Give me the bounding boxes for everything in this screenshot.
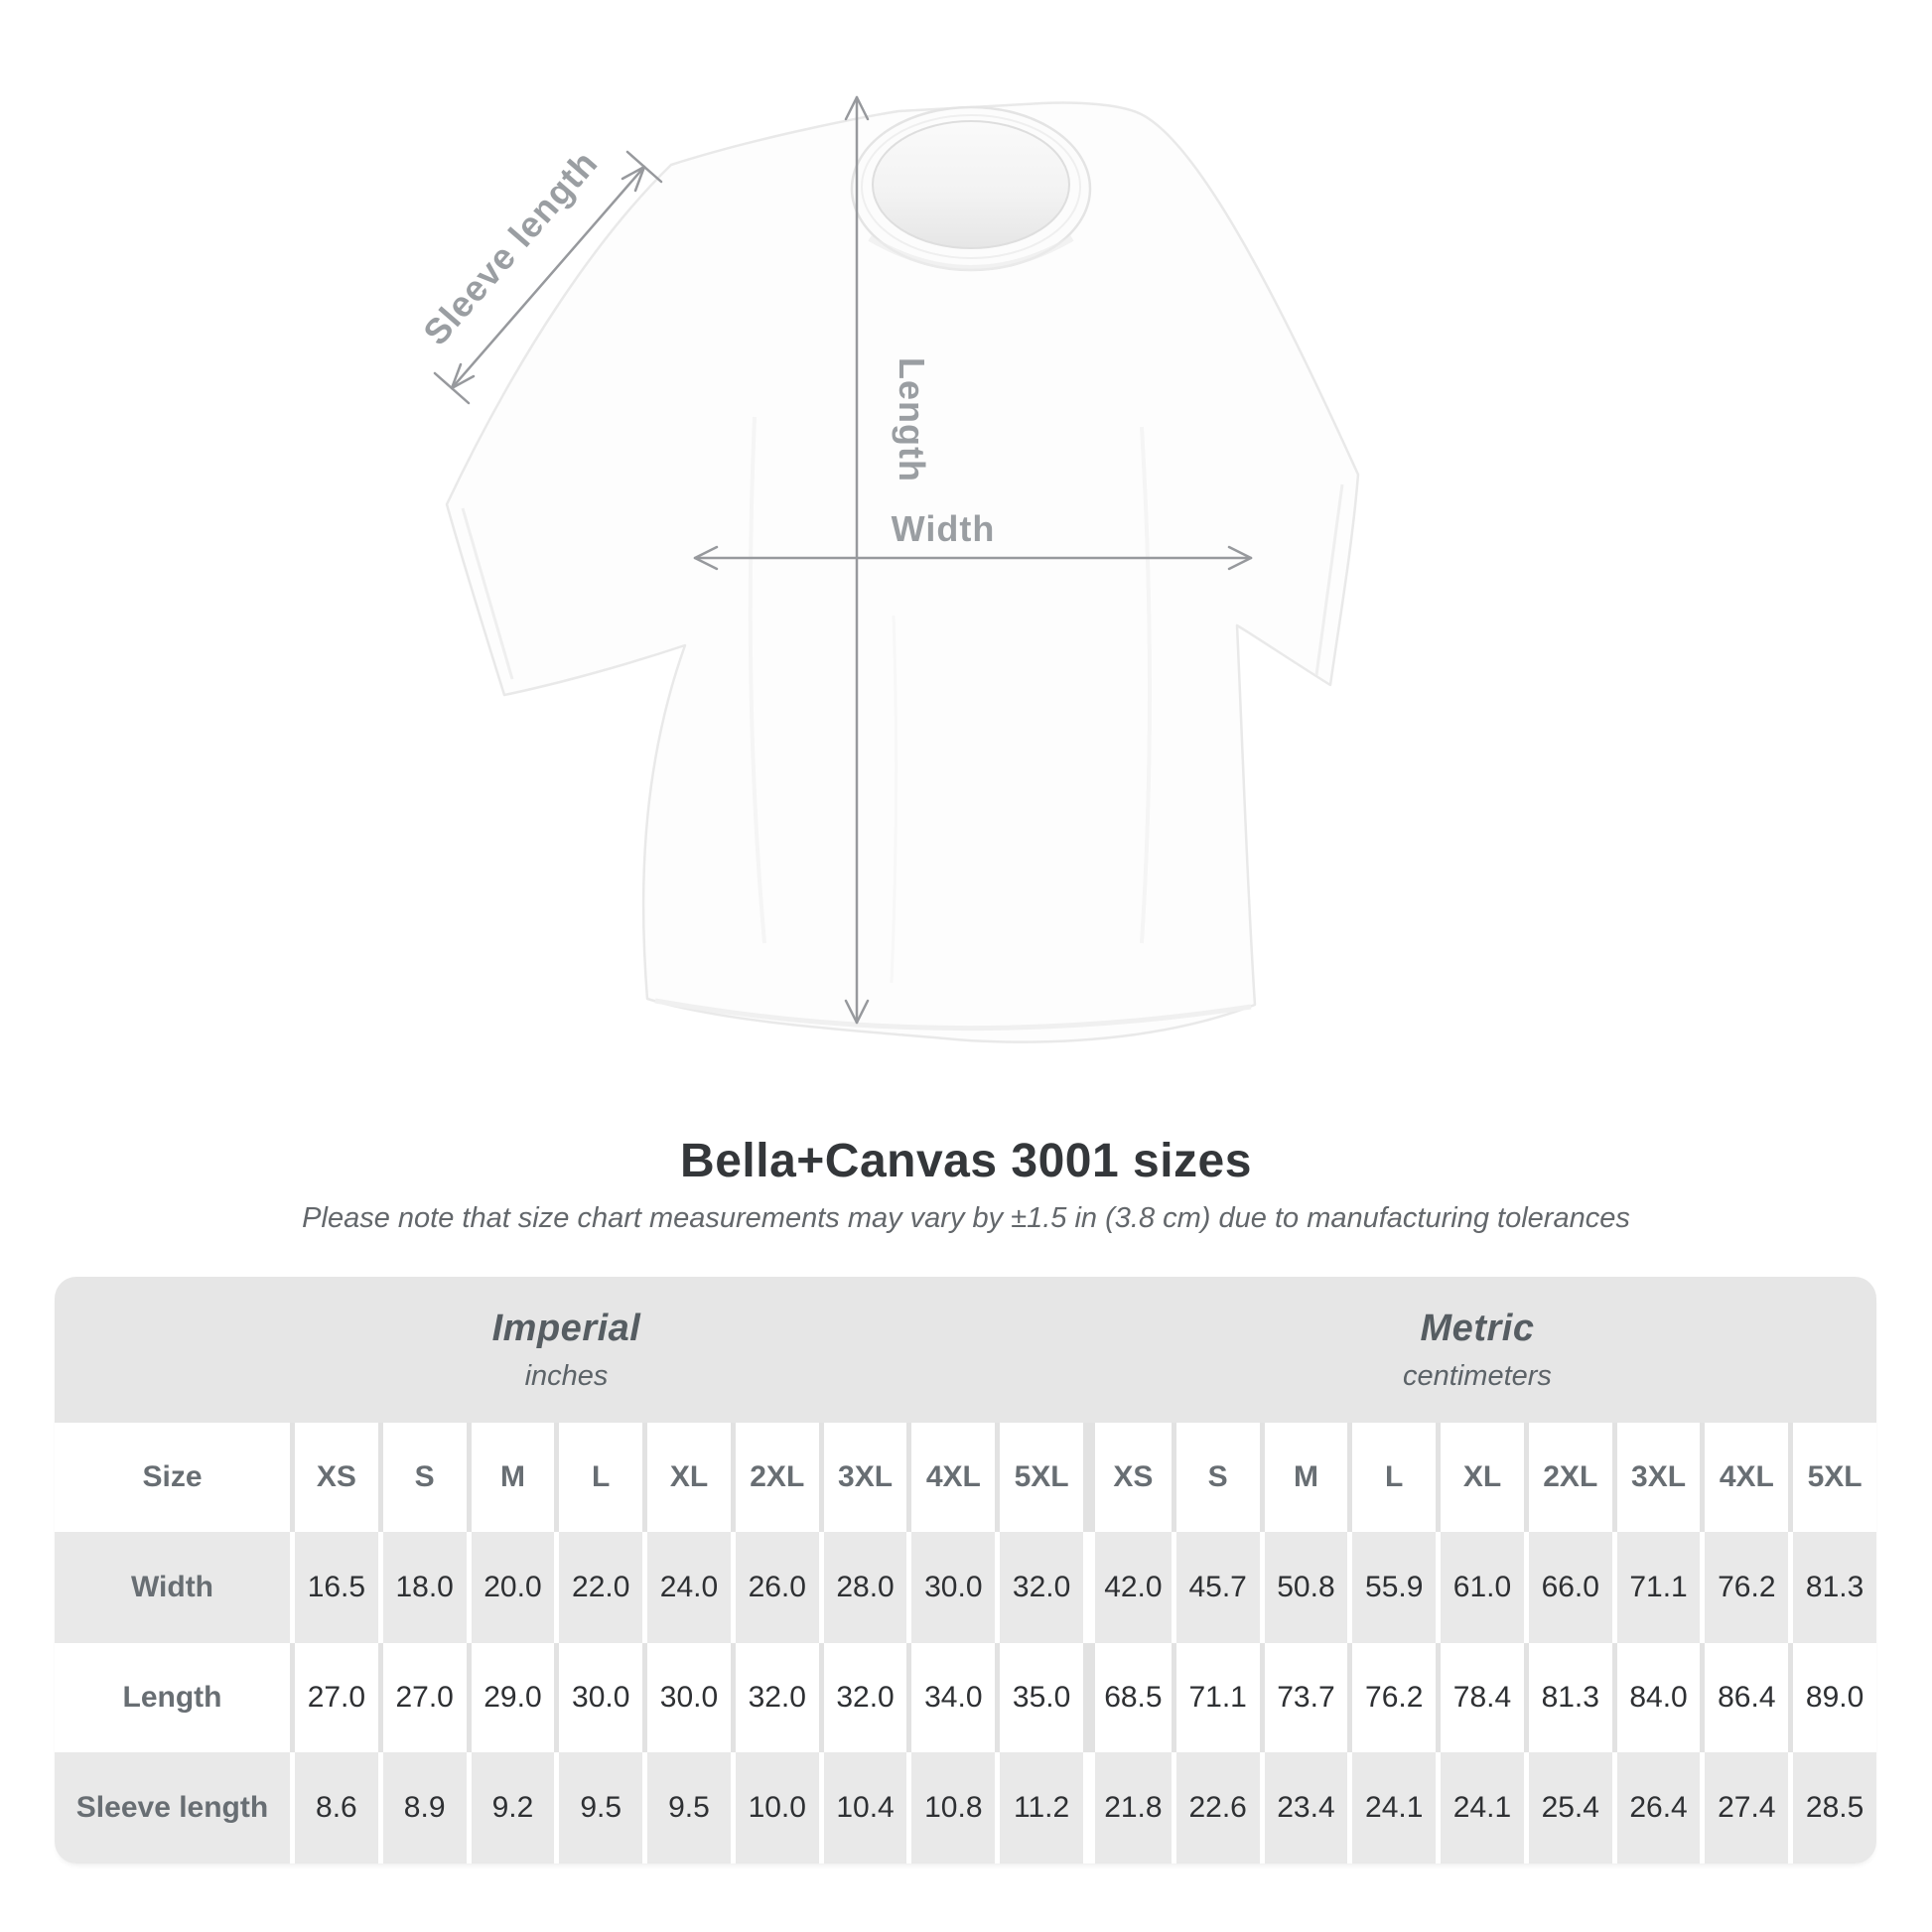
- value-cell: 30.0: [642, 1643, 731, 1752]
- value-cell: 24.1: [1436, 1752, 1524, 1863]
- value-cell: 18.0: [377, 1532, 467, 1643]
- size-header-cell: 3XL: [1611, 1423, 1701, 1532]
- metric-title: Metric: [1420, 1307, 1535, 1349]
- imperial-header: Imperial inches: [55, 1277, 1078, 1423]
- size-table-grid: Size XS S M L XL 2XL 3XL 4XL 5XL XS S M L XL 2XL 3XL 4XL 5…: [55, 1423, 1876, 1863]
- value-cell: 71.1: [1171, 1643, 1260, 1752]
- metric-header: Metric centimeters: [1078, 1277, 1876, 1423]
- size-header-cell: S: [1171, 1423, 1260, 1532]
- length-label: Length: [892, 357, 932, 483]
- tolerance-note: Please note that size chart measurements…: [302, 1202, 1630, 1234]
- value-cell: 76.2: [1700, 1532, 1789, 1643]
- size-header-cell: XS: [290, 1423, 378, 1532]
- width-label: Width: [892, 508, 996, 549]
- value-cell: 78.4: [1436, 1643, 1524, 1752]
- value-cell: 28.0: [818, 1532, 907, 1643]
- value-cell: 34.0: [906, 1643, 996, 1752]
- value-cell: 26.0: [730, 1532, 819, 1643]
- row-header-cell: Size: [55, 1423, 290, 1532]
- value-cell: 76.2: [1347, 1643, 1437, 1752]
- value-cell: 24.1: [1347, 1752, 1437, 1863]
- size-header-cell: L: [554, 1423, 643, 1532]
- value-cell: 68.5: [1083, 1643, 1172, 1752]
- value-cell: 32.0: [730, 1643, 819, 1752]
- size-header-cell: 5XL: [995, 1423, 1083, 1532]
- value-cell: 32.0: [995, 1532, 1083, 1643]
- page-title: Bella+Canvas 3001 sizes: [680, 1135, 1252, 1187]
- value-cell: 9.5: [554, 1752, 643, 1863]
- value-cell: 71.1: [1611, 1532, 1701, 1643]
- size-header-cell: 4XL: [1700, 1423, 1789, 1532]
- width-arrow: [693, 545, 1253, 571]
- size-header-cell: 2XL: [730, 1423, 819, 1532]
- value-cell: 81.3: [1523, 1643, 1612, 1752]
- value-cell: 29.0: [466, 1643, 555, 1752]
- size-header-cell: S: [377, 1423, 467, 1532]
- size-header-cell: 4XL: [906, 1423, 996, 1532]
- size-table: Imperial inches Metric centimeters Size X…: [55, 1277, 1876, 1863]
- value-cell: 27.0: [290, 1643, 378, 1752]
- value-cell: 30.0: [554, 1643, 643, 1752]
- value-cell: 86.4: [1700, 1643, 1789, 1752]
- value-cell: 81.3: [1788, 1532, 1876, 1643]
- size-header-cell: XS: [1083, 1423, 1172, 1532]
- row-label-cell: Sleeve length: [55, 1752, 290, 1863]
- value-cell: 35.0: [995, 1643, 1083, 1752]
- row-label-cell: Length: [55, 1643, 290, 1752]
- size-header-cell: M: [1259, 1423, 1348, 1532]
- size-header-cell: L: [1347, 1423, 1437, 1532]
- size-header-cell: 3XL: [818, 1423, 907, 1532]
- value-cell: 27.0: [377, 1643, 467, 1752]
- value-cell: 23.4: [1259, 1752, 1348, 1863]
- value-cell: 89.0: [1788, 1643, 1876, 1752]
- size-header-cell: XL: [642, 1423, 731, 1532]
- size-header-cell: 5XL: [1788, 1423, 1876, 1532]
- value-cell: 84.0: [1611, 1643, 1701, 1752]
- value-cell: 21.8: [1083, 1752, 1172, 1863]
- value-cell: 22.6: [1171, 1752, 1260, 1863]
- size-header-cell: XL: [1436, 1423, 1524, 1532]
- value-cell: 9.5: [642, 1752, 731, 1863]
- value-cell: 8.6: [290, 1752, 378, 1863]
- value-cell: 30.0: [906, 1532, 996, 1643]
- value-cell: 28.5: [1788, 1752, 1876, 1863]
- value-cell: 20.0: [466, 1532, 555, 1643]
- size-header-cell: 2XL: [1523, 1423, 1612, 1532]
- row-label-cell: Width: [55, 1532, 290, 1643]
- value-cell: 22.0: [554, 1532, 643, 1643]
- value-cell: 32.0: [818, 1643, 907, 1752]
- value-cell: 61.0: [1436, 1532, 1524, 1643]
- value-cell: 10.4: [818, 1752, 907, 1863]
- value-cell: 26.4: [1611, 1752, 1701, 1863]
- tshirt-illustration: [445, 101, 1360, 1043]
- value-cell: 73.7: [1259, 1643, 1348, 1752]
- length-arrow: [844, 95, 870, 1025]
- value-cell: 9.2: [466, 1752, 555, 1863]
- value-cell: 10.0: [730, 1752, 819, 1863]
- tshirt-diagram: Length Width Sleeve length: [415, 95, 1360, 1043]
- value-cell: 11.2: [995, 1752, 1083, 1863]
- value-cell: 45.7: [1171, 1532, 1260, 1643]
- value-cell: 8.9: [377, 1752, 467, 1863]
- value-cell: 50.8: [1259, 1532, 1348, 1643]
- imperial-unit: inches: [524, 1359, 609, 1392]
- sleeve-length-arrow: [433, 150, 663, 405]
- value-cell: 66.0: [1523, 1532, 1612, 1643]
- value-cell: 42.0: [1083, 1532, 1172, 1643]
- unit-header-band: Imperial inches Metric centimeters: [55, 1277, 1876, 1423]
- value-cell: 55.9: [1347, 1532, 1437, 1643]
- value-cell: 25.4: [1523, 1752, 1612, 1863]
- metric-unit: centimeters: [1403, 1359, 1552, 1392]
- value-cell: 27.4: [1700, 1752, 1789, 1863]
- value-cell: 24.0: [642, 1532, 731, 1643]
- imperial-title: Imperial: [491, 1307, 641, 1349]
- value-cell: 10.8: [906, 1752, 996, 1863]
- value-cell: 16.5: [290, 1532, 378, 1643]
- size-header-cell: M: [466, 1423, 555, 1532]
